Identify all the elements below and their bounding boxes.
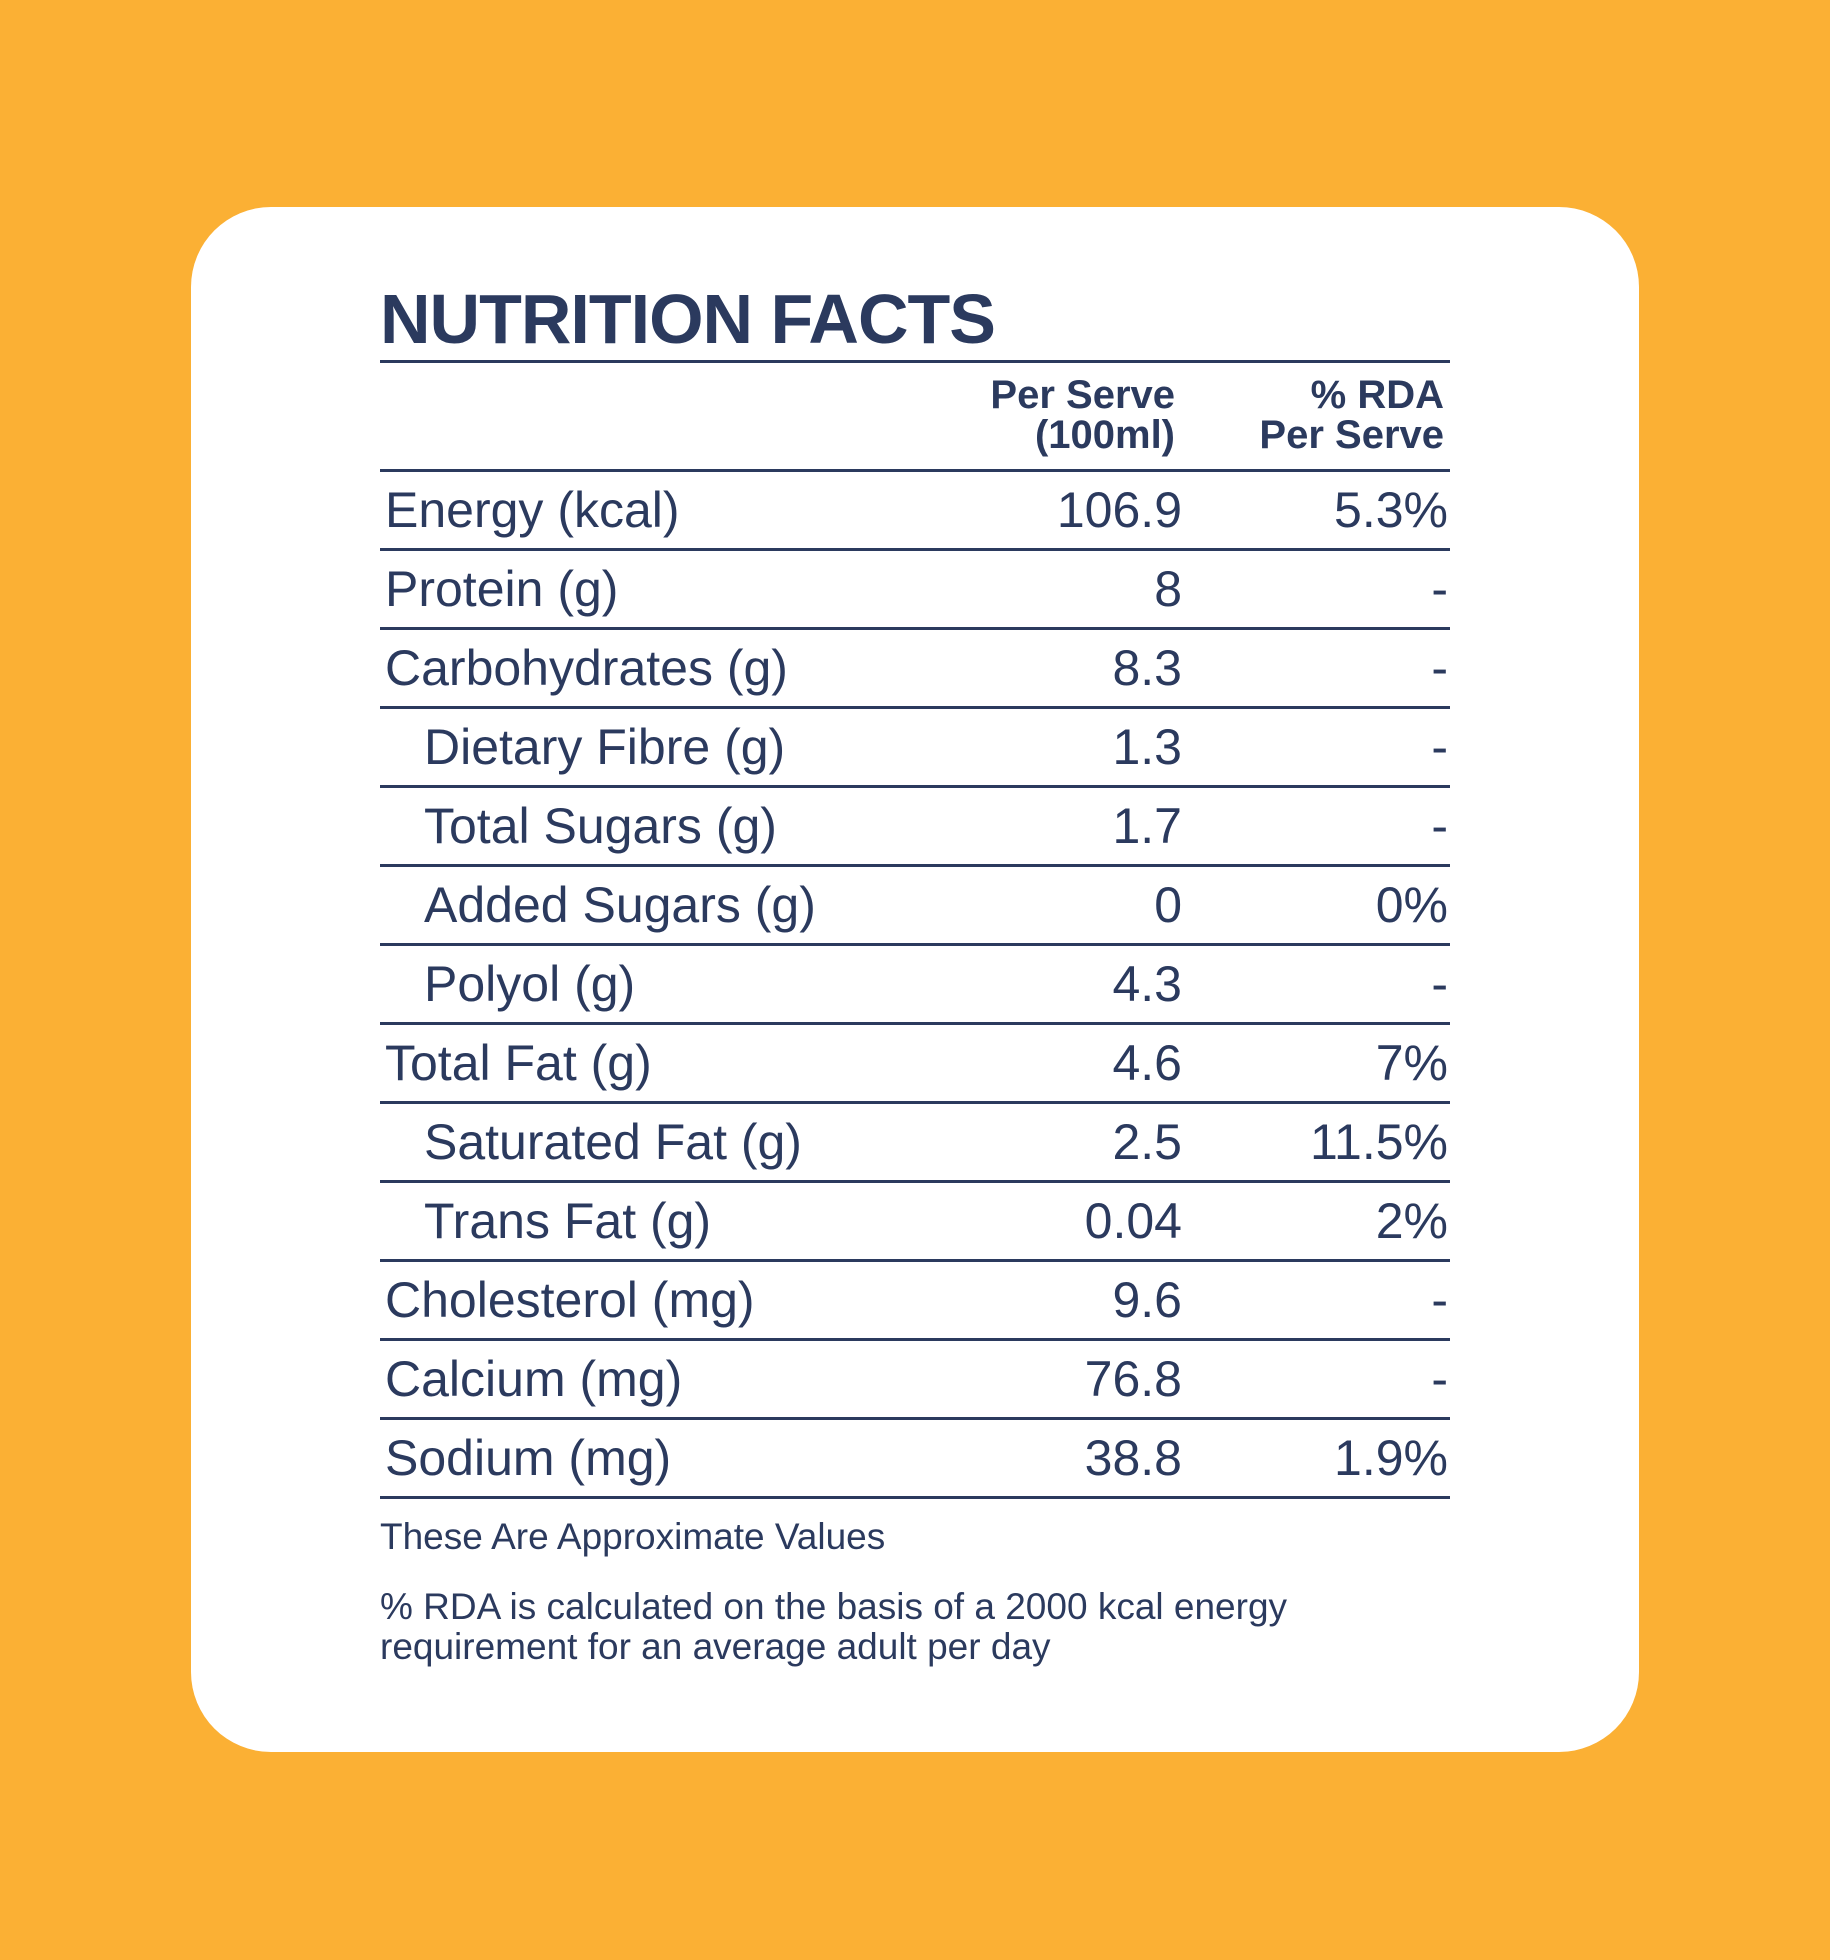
nutrition-panel: NUTRITION FACTS Per Serve (100ml) % RDA … bbox=[380, 278, 1450, 1667]
nutrient-name: Sodium (mg) bbox=[385, 1430, 672, 1486]
nutrient-table: Energy (kcal) 106.9 5.3% Protein (g) 8 -… bbox=[380, 472, 1450, 1499]
table-row-saturated-fat: Saturated Fat (g) 2.5 11.5% bbox=[380, 1104, 1450, 1183]
table-row-dietary-fibre: Dietary Fibre (g) 1.3 - bbox=[380, 709, 1450, 788]
nutrient-value: 106.9 bbox=[1056, 482, 1182, 538]
nutrient-rda: - bbox=[1431, 561, 1448, 617]
table-row-cholesterol: Cholesterol (mg) 9.6 - bbox=[380, 1262, 1450, 1341]
nutrient-rda: - bbox=[1431, 1272, 1448, 1328]
title-divider bbox=[380, 360, 1450, 363]
per-serve-header-line2: (100ml) bbox=[1034, 413, 1175, 457]
nutrient-rda: 11.5% bbox=[1309, 1114, 1448, 1170]
nutrient-name: Total Fat (g) bbox=[385, 1035, 652, 1091]
nutrient-name: Energy (kcal) bbox=[385, 482, 680, 538]
table-row-polyol: Polyol (g) 4.3 - bbox=[380, 946, 1450, 1025]
per-serve-column-header: Per Serve (100ml) bbox=[990, 363, 1175, 455]
nutrient-rda: - bbox=[1431, 798, 1448, 854]
nutrient-name: Carbohydrates (g) bbox=[385, 640, 788, 696]
nutrient-rda: - bbox=[1431, 640, 1448, 696]
nutrient-rda: 1.9% bbox=[1334, 1430, 1448, 1486]
table-header: Per Serve (100ml) % RDA Per Serve bbox=[380, 363, 1450, 472]
table-row-carbohydrates: Carbohydrates (g) 8.3 - bbox=[380, 630, 1450, 709]
approximate-values-note: These Are Approximate Values bbox=[380, 1516, 886, 1557]
rda-header-line1: % RDA bbox=[1310, 373, 1444, 417]
nutrient-value: 4.6 bbox=[1112, 1035, 1182, 1091]
table-row-sodium: Sodium (mg) 38.8 1.9% bbox=[380, 1420, 1450, 1499]
nutrient-rda: - bbox=[1431, 956, 1448, 1012]
table-row-trans-fat: Trans Fat (g) 0.04 2% bbox=[380, 1183, 1450, 1262]
nutrient-name: Trans Fat (g) bbox=[424, 1193, 712, 1249]
table-row-energy: Energy (kcal) 106.9 5.3% bbox=[380, 472, 1450, 551]
nutrient-value: 0 bbox=[1154, 877, 1182, 933]
nutrient-value: 8 bbox=[1154, 561, 1182, 617]
nutrient-value: 76.8 bbox=[1084, 1351, 1182, 1407]
rda-footnote: % RDA is calculated on the basis of a 20… bbox=[380, 1586, 1288, 1667]
table-row-protein: Protein (g) 8 - bbox=[380, 551, 1450, 630]
nutrient-name: Saturated Fat (g) bbox=[424, 1114, 802, 1170]
nutrient-rda: 0% bbox=[1375, 877, 1448, 933]
nutrient-value: 0.04 bbox=[1084, 1193, 1182, 1249]
nutrient-name: Calcium (mg) bbox=[385, 1351, 683, 1407]
table-row-total-sugars: Total Sugars (g) 1.7 - bbox=[380, 788, 1450, 867]
nutrition-card bbox=[191, 207, 1639, 1752]
nutrient-name: Polyol (g) bbox=[424, 956, 636, 1012]
nutrient-value: 1.3 bbox=[1112, 719, 1182, 775]
nutrient-rda: 2% bbox=[1375, 1193, 1448, 1249]
nutrient-rda: 5.3% bbox=[1334, 482, 1448, 538]
rda-column-header: % RDA Per Serve bbox=[1259, 363, 1444, 455]
nutrient-name: Protein (g) bbox=[385, 561, 619, 617]
nutrient-rda: - bbox=[1431, 719, 1448, 775]
table-row-total-fat: Total Fat (g) 4.6 7% bbox=[380, 1025, 1450, 1104]
nutrient-value: 38.8 bbox=[1084, 1430, 1182, 1486]
table-row-added-sugars: Added Sugars (g) 0 0% bbox=[380, 867, 1450, 946]
nutrient-value: 9.6 bbox=[1112, 1272, 1182, 1328]
table-row-calcium: Calcium (mg) 76.8 - bbox=[380, 1341, 1450, 1420]
nutrient-value: 4.3 bbox=[1112, 956, 1182, 1012]
nutrient-rda: - bbox=[1431, 1351, 1448, 1407]
page-title: NUTRITION FACTS bbox=[380, 280, 996, 358]
nutrient-name: Cholesterol (mg) bbox=[385, 1272, 755, 1328]
nutrient-rda: 7% bbox=[1375, 1035, 1448, 1091]
per-serve-header-line1: Per Serve bbox=[990, 373, 1175, 417]
nutrient-value: 2.5 bbox=[1112, 1114, 1182, 1170]
nutrient-name: Dietary Fibre (g) bbox=[424, 719, 786, 775]
rda-header-line2: Per Serve bbox=[1259, 413, 1444, 457]
nutrient-name: Added Sugars (g) bbox=[424, 877, 816, 933]
nutrient-value: 8.3 bbox=[1112, 640, 1182, 696]
nutrient-value: 1.7 bbox=[1112, 798, 1182, 854]
nutrient-name: Total Sugars (g) bbox=[424, 798, 777, 854]
